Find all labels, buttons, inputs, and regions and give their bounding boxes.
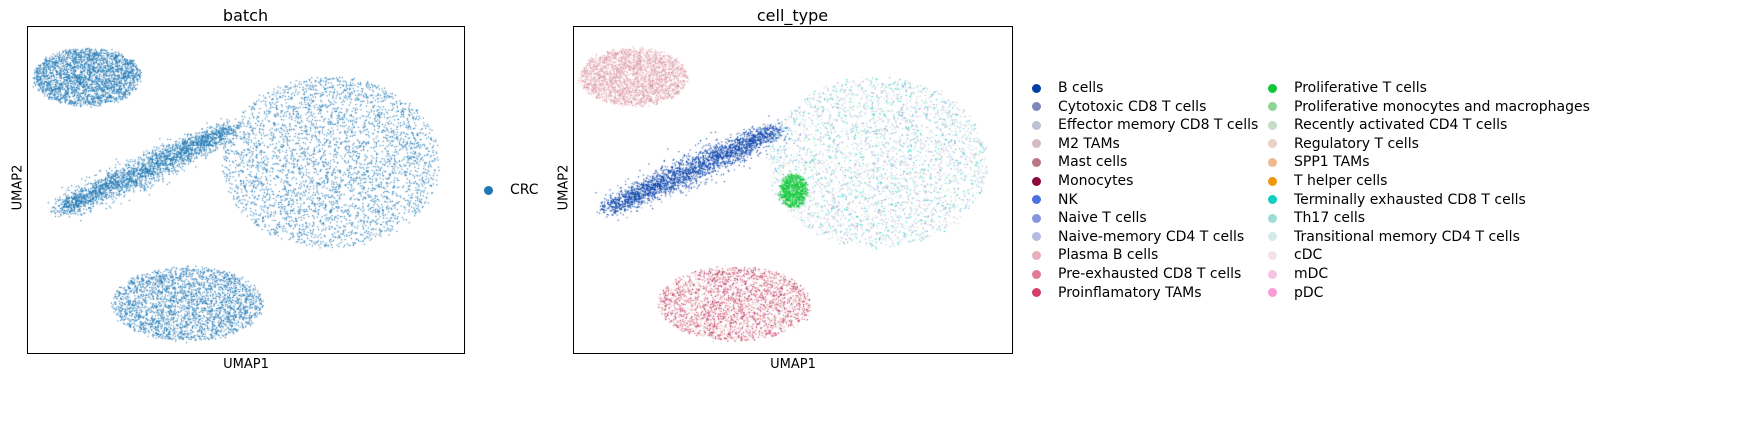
legend-label: B cells bbox=[1058, 80, 1104, 96]
legend-label: Proinflamatory TAMs bbox=[1058, 284, 1202, 301]
legend-label: T helper cells bbox=[1294, 173, 1388, 189]
legend-entry: Effector memory CD8 T cells bbox=[1032, 115, 1258, 135]
legend-entry: Cytotoxic CD8 T cells bbox=[1032, 97, 1206, 117]
legend-entry: Proliferative T cells bbox=[1268, 78, 1427, 98]
legend-entry: Regulatory T cells bbox=[1268, 134, 1419, 154]
legend-marker bbox=[484, 185, 493, 195]
legend-marker bbox=[1032, 176, 1041, 186]
legend-entry: Monocytes bbox=[1032, 171, 1133, 191]
legend-marker bbox=[1268, 176, 1277, 186]
legend-marker bbox=[1268, 139, 1277, 149]
legend-label: cDC bbox=[1294, 247, 1323, 264]
legend-entry: Transitional memory CD4 T cells bbox=[1268, 227, 1520, 247]
legend-entry: Proliferative monocytes and macrophages bbox=[1268, 97, 1590, 117]
legend-marker bbox=[1268, 213, 1277, 223]
legend-marker bbox=[1032, 83, 1041, 93]
legend-label: pDC bbox=[1294, 284, 1324, 301]
legend-label: Cytotoxic CD8 T cells bbox=[1058, 98, 1207, 115]
legend-marker bbox=[1032, 120, 1041, 130]
legend-label: Terminally exhausted CD8 T cells bbox=[1294, 191, 1526, 208]
legend-entry: Pre-exhausted CD8 T cells bbox=[1032, 264, 1241, 284]
legend-label: Regulatory T cells bbox=[1294, 135, 1419, 152]
batch-y-axis-label: UMAP2 bbox=[10, 164, 26, 211]
legend-marker bbox=[1032, 250, 1041, 260]
legend-label: Pre-exhausted CD8 T cells bbox=[1058, 266, 1242, 282]
legend-label: mDC bbox=[1294, 266, 1329, 282]
legend-label: Mast cells bbox=[1058, 154, 1128, 171]
legend-label: Proliferative T cells bbox=[1294, 80, 1427, 96]
legend-marker bbox=[1032, 139, 1041, 149]
legend-entry: Proinflamatory TAMs bbox=[1032, 283, 1202, 303]
batch-scatter-points bbox=[28, 27, 464, 353]
legend-marker bbox=[1032, 213, 1041, 223]
legend-label: Effector memory CD8 T cells bbox=[1058, 117, 1259, 134]
cell-type-scatter-points bbox=[574, 27, 1012, 353]
legend-marker bbox=[1268, 250, 1277, 260]
legend-entry: mDC bbox=[1268, 264, 1328, 284]
legend-entry: CRC bbox=[484, 180, 539, 200]
legend-label: Proliferative monocytes and macrophages bbox=[1294, 98, 1590, 115]
legend-entry: Terminally exhausted CD8 T cells bbox=[1268, 190, 1526, 210]
legend-label: Naive-memory CD4 T cells bbox=[1058, 228, 1245, 245]
legend-marker bbox=[1032, 269, 1041, 279]
legend-entry: Naive-memory CD4 T cells bbox=[1032, 227, 1244, 247]
legend-marker bbox=[1268, 269, 1277, 279]
legend-marker bbox=[1268, 102, 1277, 112]
legend-marker bbox=[1268, 195, 1277, 205]
batch-x-axis-label: UMAP1 bbox=[223, 357, 269, 372]
legend-label: Plasma B cells bbox=[1058, 247, 1159, 264]
legend-marker bbox=[1032, 157, 1041, 167]
cell-type-title: cell_type bbox=[756, 6, 829, 25]
legend-label: Recently activated CD4 T cells bbox=[1294, 117, 1508, 134]
legend-marker bbox=[1032, 195, 1041, 205]
batch-title: batch bbox=[222, 6, 269, 25]
legend-entry: SPP1 TAMs bbox=[1268, 152, 1370, 172]
legend-entry: Plasma B cells bbox=[1032, 245, 1158, 265]
legend-marker bbox=[1032, 102, 1041, 112]
legend-entry: NK bbox=[1032, 190, 1078, 210]
cell-type-plot-area bbox=[573, 26, 1013, 354]
legend-marker bbox=[1268, 120, 1277, 130]
legend-entry: T helper cells bbox=[1268, 171, 1387, 191]
legend-entry: Mast cells bbox=[1032, 152, 1127, 172]
legend-marker bbox=[1032, 232, 1041, 242]
legend-entry: Naive T cells bbox=[1032, 208, 1147, 228]
cell-type-x-axis-label: UMAP1 bbox=[770, 357, 816, 372]
legend-label: Th17 cells bbox=[1294, 210, 1366, 227]
legend-entry: B cells bbox=[1032, 78, 1103, 98]
legend-label: Naive T cells bbox=[1058, 210, 1147, 227]
legend-entry: pDC bbox=[1268, 283, 1323, 303]
legend-entry: Th17 cells bbox=[1268, 208, 1365, 228]
batch-plot-area bbox=[27, 26, 465, 354]
legend-entry: Recently activated CD4 T cells bbox=[1268, 115, 1507, 135]
legend-marker bbox=[1268, 288, 1277, 298]
legend-label: Transitional memory CD4 T cells bbox=[1294, 228, 1520, 245]
legend-label: M2 TAMs bbox=[1058, 135, 1120, 152]
legend-label: Monocytes bbox=[1058, 173, 1134, 189]
legend-entry: M2 TAMs bbox=[1032, 134, 1120, 154]
legend-entry: cDC bbox=[1268, 245, 1322, 265]
legend-label: SPP1 TAMs bbox=[1294, 154, 1370, 171]
legend-marker bbox=[1268, 157, 1277, 167]
legend-label: NK bbox=[1058, 191, 1078, 208]
cell-type-y-axis-label: UMAP2 bbox=[556, 164, 572, 211]
legend-label: CRC bbox=[510, 182, 539, 198]
legend-marker bbox=[1268, 232, 1277, 242]
legend-marker bbox=[1268, 83, 1277, 93]
legend-marker bbox=[1032, 288, 1041, 298]
